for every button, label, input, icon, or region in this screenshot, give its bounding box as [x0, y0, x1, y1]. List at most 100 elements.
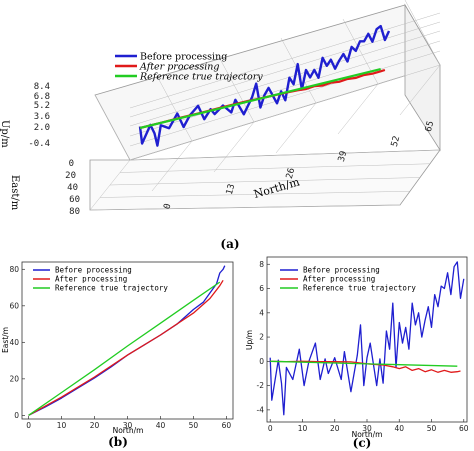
y-gridline-floor — [119, 163, 431, 173]
x-tick-label: 52 — [390, 135, 402, 148]
x-gridline-floor — [151, 140, 193, 192]
z-gridline — [129, 30, 441, 127]
x-tick-label-b: 40 — [156, 421, 166, 430]
y-gridline-floor — [109, 177, 421, 186]
x-tick-label-c: 60 — [459, 424, 469, 433]
series-before-3d — [138, 24, 391, 147]
y-tick-label: 80 — [69, 207, 80, 217]
panel-label-a: (a) — [220, 237, 239, 251]
series-reference-b — [28, 281, 221, 416]
x-axis-ticks: 0 13 26 39 52 65 — [163, 120, 437, 210]
back-wall — [94, 4, 441, 161]
z-tick-label: 6.8 — [34, 92, 50, 102]
z-tick-label: 5.2 — [34, 101, 50, 111]
z-tick-label: 2.0 — [34, 123, 50, 133]
y-tick-label: 20 — [65, 171, 76, 181]
legend-label-reference-c: Reference true trajectory — [303, 284, 416, 293]
legend-label-before-c: Before processing — [303, 266, 380, 275]
y-tick-label-c: -4 — [257, 405, 265, 414]
panel-label-b: (b) — [108, 435, 128, 449]
y-tick-label-b: 0 — [14, 411, 19, 420]
y-gridline-floor — [99, 191, 411, 198]
x-tick-label-b: 30 — [123, 421, 133, 430]
x-tick-label-c: 50 — [427, 424, 437, 433]
plot-frame-c — [266, 256, 468, 423]
x-tick-label-b: 20 — [90, 421, 100, 430]
x-tick-label-b: 60 — [222, 421, 232, 430]
panel-label-c: (c) — [353, 436, 372, 450]
y-axis-ticks: 80 60 40 20 0 — [65, 159, 80, 217]
z-axis-label: Up/m — [0, 120, 10, 148]
x-gridline-wall — [156, 75, 193, 142]
legend-b: Before processing After processing Refer… — [33, 266, 168, 293]
x-tick-label-c: 40 — [394, 424, 404, 433]
legend-label-after: After processing — [139, 62, 219, 73]
x-tick-label-c: 20 — [330, 424, 340, 433]
y-tick-label-c: 8 — [259, 260, 264, 269]
y-tick-label-b: 80 — [9, 265, 19, 274]
grid-3d — [89, 0, 441, 211]
y-tick-label-b: 60 — [9, 301, 19, 310]
x-tick-label: 26 — [285, 167, 297, 180]
x-gridline-wall — [218, 56, 255, 123]
z-gridline — [129, 12, 441, 109]
legend-label-before: Before processing — [140, 52, 227, 63]
x-tick-label-c: 0 — [268, 424, 273, 433]
y-tick-label-c: 2 — [259, 333, 264, 342]
x-gridline-floor — [337, 83, 379, 135]
x-gridline-floor — [275, 102, 317, 154]
y-tick-label-b: 20 — [9, 374, 19, 383]
x-tick-label-b: 0 — [26, 421, 31, 430]
x-tick-label-b: 10 — [57, 421, 67, 430]
legend-label-after-c: After processing — [303, 275, 375, 284]
series-reference-3d — [139, 68, 381, 130]
x-tick-label: 39 — [337, 150, 349, 163]
legend-label-reference: Reference true trajectory — [139, 72, 263, 83]
x-axis-ticks-b: 0 10 20 30 40 50 60 — [26, 416, 231, 430]
z-gridline — [129, 21, 441, 118]
x-axis-ticks-c: 0 10 20 30 40 50 60 — [268, 419, 469, 433]
y-tick-label-b: 40 — [9, 338, 19, 347]
x-gridline-wall — [94, 94, 131, 161]
x-axis-label-b: North/m — [113, 426, 144, 435]
panel-a-3d-plot: Before processing After processing Refer… — [0, 0, 441, 251]
y-tick-label-c: 4 — [259, 308, 264, 317]
legend-label-after-b: After processing — [55, 275, 127, 284]
x-tick-label-b: 50 — [189, 421, 199, 430]
y-axis-label-b: East/m — [1, 327, 10, 353]
x-tick-label-c: 10 — [298, 424, 308, 433]
legend-a: Before processing After processing Refer… — [115, 52, 263, 83]
z-tick-label: -0.4 — [28, 139, 50, 149]
z-gridline — [129, 64, 441, 161]
z-tick-label: 3.6 — [34, 112, 50, 122]
x-tick-label: 65 — [424, 120, 436, 133]
y-axis-ticks-c: -4 -2 0 2 4 6 8 — [257, 260, 270, 414]
y-axis-label-c: Up/m — [245, 330, 254, 350]
x-tick-label: 13 — [225, 183, 237, 196]
panel-c-plot: 0 10 20 30 40 50 60 -4 -2 0 2 4 6 8 Before processin… — [245, 256, 469, 450]
series-before-c — [269, 261, 465, 416]
legend-label-before-b: Before processing — [55, 266, 132, 275]
x-gridline-floor — [213, 121, 255, 173]
x-tick-label-c: 30 — [362, 424, 372, 433]
series-after-c — [270, 360, 461, 373]
legend-c: Before processing After processing Refer… — [280, 266, 416, 293]
y-gridline-floor — [89, 204, 401, 211]
y-tick-label-c: -2 — [257, 381, 265, 390]
x-gridline-floor — [399, 64, 441, 116]
series-lines-c — [269, 261, 465, 416]
series-after-b — [28, 279, 224, 416]
y-tick-label: 60 — [69, 195, 80, 205]
z-axis-ticks: -0.4 2.03.65.26.88.4 — [28, 82, 50, 149]
x-gridline-wall — [404, 0, 441, 66]
y-tick-label-c: 6 — [259, 284, 264, 293]
series-lines-b — [28, 265, 226, 416]
x-axis-label-c: North/m — [352, 430, 383, 439]
z-tick-label: 8.4 — [34, 82, 50, 92]
y-tick-label: 40 — [67, 183, 78, 193]
plot-frame-b — [21, 261, 234, 420]
x-tick-label: 0 — [163, 203, 174, 211]
y-gridline-floor — [129, 149, 441, 161]
legend-label-reference-b: Reference true trajectory — [55, 284, 168, 293]
